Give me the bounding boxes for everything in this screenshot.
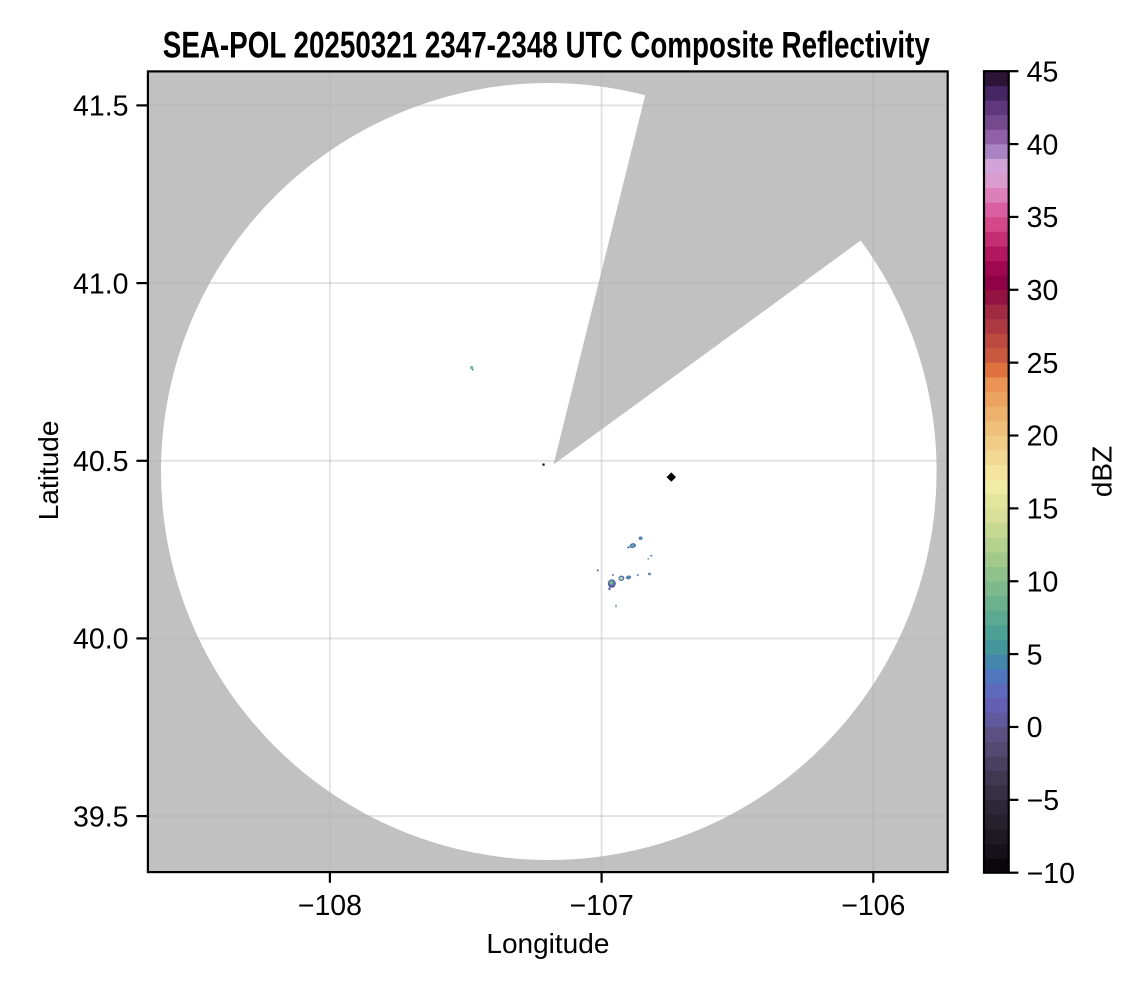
svg-text:−108: −108 — [298, 890, 362, 922]
svg-text:39.5: 39.5 — [73, 801, 128, 833]
svg-text:−106: −106 — [841, 890, 905, 922]
svg-text:30: 30 — [1027, 275, 1059, 307]
svg-text:−5: −5 — [1027, 785, 1060, 817]
svg-text:20: 20 — [1027, 421, 1059, 453]
svg-text:41.5: 41.5 — [73, 91, 128, 123]
svg-text:Latitude: Latitude — [33, 421, 64, 521]
svg-text:5: 5 — [1027, 639, 1043, 671]
svg-text:10: 10 — [1027, 566, 1059, 598]
svg-text:dBZ: dBZ — [1087, 446, 1118, 497]
svg-text:25: 25 — [1027, 348, 1059, 380]
svg-text:40.0: 40.0 — [73, 624, 128, 656]
svg-text:SEA-POL 20250321 2347-2348 UTC: SEA-POL 20250321 2347-2348 UTC Composite… — [163, 25, 930, 66]
svg-text:−107: −107 — [569, 890, 633, 922]
svg-text:0: 0 — [1027, 712, 1043, 744]
svg-text:40: 40 — [1027, 129, 1059, 161]
svg-text:35: 35 — [1027, 202, 1059, 234]
svg-text:41.0: 41.0 — [73, 268, 128, 300]
svg-text:45: 45 — [1027, 56, 1059, 88]
svg-text:Longitude: Longitude — [486, 928, 609, 959]
svg-text:40.5: 40.5 — [73, 446, 128, 478]
svg-text:−10: −10 — [1027, 858, 1075, 890]
svg-text:15: 15 — [1027, 494, 1059, 526]
